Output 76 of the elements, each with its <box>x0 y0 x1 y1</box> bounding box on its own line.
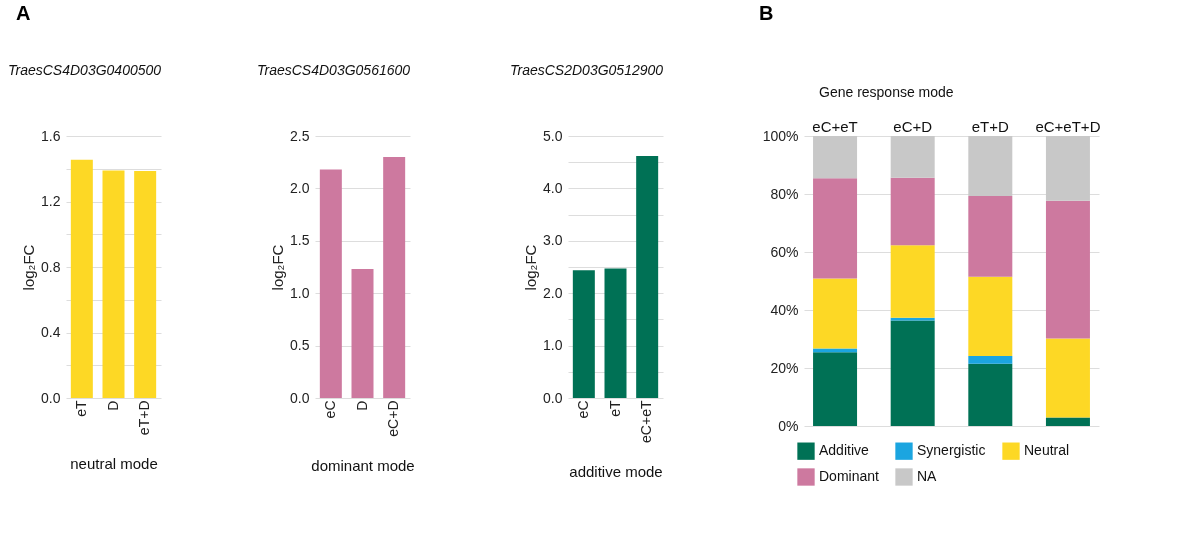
y-tick-label: 0% <box>778 417 799 434</box>
y-tick-label: 3.0 <box>543 232 563 249</box>
y-tick-label: 2.0 <box>543 284 563 301</box>
legend-label: Neutral <box>1024 442 1070 459</box>
x-axis-title: dominant mode <box>311 456 415 474</box>
x-tick-label: D <box>353 400 370 411</box>
y-tick-label: 2.5 <box>290 127 310 144</box>
y-axis-title: log₂FC <box>522 244 540 291</box>
y-tick-label: 20% <box>770 359 799 376</box>
x-tick-label: eT+D <box>971 117 1010 135</box>
x-tick-label: eC+D <box>893 117 933 135</box>
bar <box>1045 136 1090 201</box>
y-tick-label: 4.0 <box>543 179 563 196</box>
bar <box>813 278 858 349</box>
x-tick-label: eC+eT <box>638 400 655 443</box>
y-tick-label: 1.2 <box>41 193 61 209</box>
x-axis-title: additive mode <box>569 462 663 480</box>
bar <box>1045 200 1090 339</box>
bar <box>890 245 935 318</box>
bar <box>351 269 374 398</box>
x-tick-label: eC <box>321 400 338 419</box>
y-tick-label: 1.0 <box>290 284 310 301</box>
y-axis-title: log₂FC <box>20 244 38 291</box>
chart-title: TraesCS2D03G0512900 <box>510 62 664 78</box>
bar <box>968 196 1013 277</box>
y-tick-label: 80% <box>770 185 799 202</box>
bar <box>1045 417 1090 426</box>
x-tick-label: eT <box>606 400 623 417</box>
bar <box>890 136 935 178</box>
bar <box>319 169 342 398</box>
y-tick-label: 1.0 <box>543 337 563 354</box>
y-tick-label: 100% <box>762 127 799 144</box>
bar <box>813 178 858 279</box>
y-tick-label: 1.6 <box>41 127 61 144</box>
legend-label: Synergistic <box>917 442 986 459</box>
x-tick-label: eC+eT <box>812 117 858 135</box>
bar <box>968 363 1013 426</box>
x-axis-title: neutral mode <box>70 455 158 473</box>
legend-label: NA <box>917 468 938 484</box>
bar <box>968 276 1013 357</box>
chart-title: Gene response mode <box>819 84 954 100</box>
bar <box>572 270 595 398</box>
y-tick-label: 60% <box>770 243 799 260</box>
y-tick-label: 0.0 <box>41 389 61 406</box>
y-tick-label: 0.4 <box>41 324 61 340</box>
x-tick-label: eC+D <box>385 400 402 437</box>
legend-label: Dominant <box>819 468 880 484</box>
bar <box>383 156 406 398</box>
y-axis-title: log₂FC <box>269 244 287 291</box>
legend-label: Additive <box>819 442 870 459</box>
bar <box>636 155 659 398</box>
x-tick-label: eC+eT+D <box>1035 117 1101 135</box>
bar <box>890 177 935 246</box>
y-tick-label: 2.0 <box>290 179 310 196</box>
bar <box>813 352 858 426</box>
y-tick-label: 0.8 <box>41 258 61 275</box>
x-tick-label: D <box>104 400 121 411</box>
x-tick-label: eT <box>72 400 89 417</box>
x-tick-label: eC <box>574 400 591 419</box>
text: B <box>759 2 774 24</box>
bar <box>968 356 1013 364</box>
y-tick-label: 0.0 <box>543 389 563 406</box>
chart-title: TraesCS4D03G0400500 <box>8 62 162 78</box>
text: A <box>16 2 31 24</box>
bar <box>1045 338 1090 418</box>
bar <box>813 136 858 179</box>
y-tick-label: 0.0 <box>290 389 310 406</box>
chart-title: TraesCS4D03G0561600 <box>257 62 411 78</box>
y-tick-label: 0.5 <box>290 337 310 354</box>
y-tick-label: 1.5 <box>290 232 310 249</box>
x-tick-label: eT+D <box>136 400 153 436</box>
bar <box>604 268 627 398</box>
y-tick-label: 40% <box>770 301 799 318</box>
y-tick-label: 5.0 <box>543 127 563 144</box>
bar <box>968 136 1013 197</box>
bar <box>890 320 935 426</box>
